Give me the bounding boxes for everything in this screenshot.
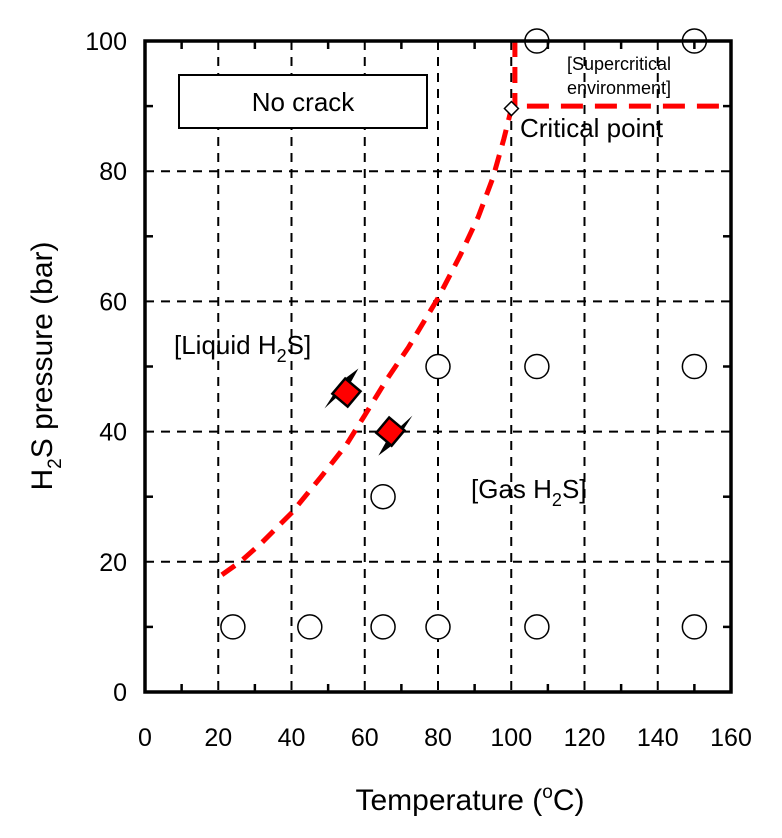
phase-boundary-line (220, 107, 514, 577)
no-crack-point (220, 614, 246, 640)
x-tick-label: 0 (138, 724, 152, 752)
red-data-point (330, 376, 363, 409)
no-crack-point (681, 353, 708, 380)
x-tick-label: 100 (490, 724, 532, 752)
x-tick-label: 140 (637, 724, 679, 752)
ticks: 0 20 40 60 80 100 120 140 160 0 20 40 60 80 100 (85, 28, 752, 752)
x-tick-label: 160 (710, 724, 752, 752)
no-crack-point (524, 353, 550, 380)
x-tick-label: 120 (564, 724, 606, 752)
y-tick-label: 20 (99, 549, 127, 577)
legend-label: No crack (252, 87, 356, 117)
x-tick-label: 80 (424, 724, 452, 752)
y-tick-label: 80 (99, 158, 127, 186)
critical-point-marker (503, 100, 520, 117)
critical-point-label: Critical point (520, 113, 664, 143)
supercritical-label-2: environment] (567, 78, 671, 98)
y-tick-label: 40 (99, 419, 127, 447)
supercritical-label-1: [Supercritical (567, 54, 671, 74)
gas-label: [Gas H2S] (471, 474, 587, 510)
red-data-point (374, 415, 407, 448)
data-points (220, 28, 708, 640)
no-crack-point (425, 353, 451, 380)
y-tick-label: 0 (113, 679, 127, 707)
no-crack-point (370, 614, 396, 640)
x-tick-label: 20 (204, 724, 232, 752)
no-crack-point (524, 614, 550, 640)
no-crack-point (681, 614, 708, 640)
legend-box: No crack (178, 74, 428, 129)
x-tick-label: 40 (278, 724, 306, 752)
no-crack-point (370, 483, 396, 510)
y-tick-label: 100 (85, 28, 127, 56)
liquid-label: [Liquid H2S] (174, 330, 311, 366)
x-tick-label: 60 (351, 724, 379, 752)
no-crack-point (425, 614, 451, 640)
no-crack-point (297, 614, 323, 640)
y-axis-label: H2S pressure (bar) (26, 242, 66, 491)
y-tick-label: 60 (99, 288, 127, 316)
phase-boundary (220, 41, 731, 577)
x-axis-label: Temperature (oC) (356, 782, 585, 817)
